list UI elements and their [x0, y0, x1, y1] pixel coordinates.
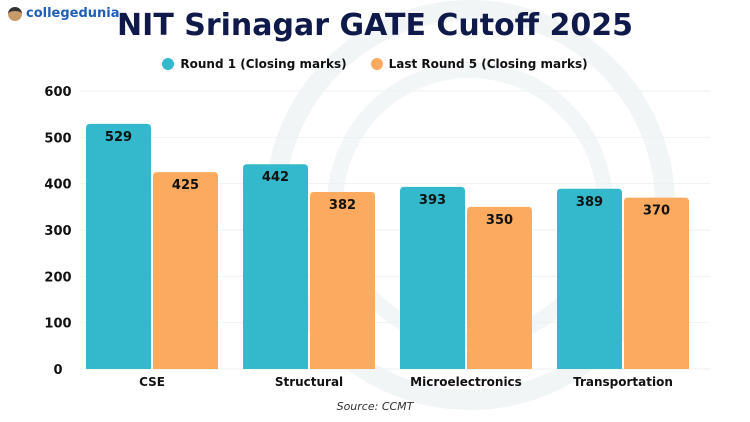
- legend-item-round1: Round 1 (Closing marks): [162, 57, 347, 71]
- legend-swatch: [370, 58, 383, 70]
- x-tick-label: CSE: [139, 375, 165, 389]
- bar: [243, 164, 308, 369]
- y-tick-label: 200: [44, 270, 71, 285]
- legend-label: Round 1 (Closing marks): [180, 57, 347, 71]
- bar: [467, 206, 532, 369]
- x-tick-label: Microelectronics: [410, 375, 522, 389]
- x-tick-label: Structural: [275, 375, 343, 389]
- source-note: Source: CCMT: [336, 400, 414, 413]
- bar: [153, 172, 218, 369]
- data-label: 389: [576, 195, 603, 210]
- data-label: 370: [643, 204, 670, 219]
- bar: [400, 186, 465, 369]
- y-tick-label: 300: [44, 224, 71, 239]
- mascot-icon: [8, 6, 22, 21]
- legend-label: Last Round 5 (Closing marks): [388, 57, 588, 71]
- data-label: 350: [486, 213, 513, 228]
- x-tick-label: Transportation: [573, 375, 673, 389]
- bar: [310, 192, 375, 369]
- data-label: 529: [105, 130, 132, 145]
- chart-title: NIT Srinagar GATE Cutoff 2025: [117, 8, 633, 43]
- legend-item-round5: Last Round 5 (Closing marks): [370, 57, 588, 71]
- logo: collegedunia: [8, 6, 120, 21]
- data-label: 425: [172, 178, 199, 193]
- y-tick-label: 600: [44, 85, 71, 100]
- bar: [624, 197, 689, 369]
- y-tick-label: 400: [44, 178, 71, 193]
- bar: [557, 188, 622, 369]
- y-tick-label: 100: [44, 317, 71, 332]
- data-label: 393: [419, 193, 446, 208]
- y-tick-label: 0: [53, 363, 62, 378]
- data-label: 442: [262, 170, 289, 185]
- y-tick-label: 500: [44, 131, 71, 146]
- brand-name: collegedunia: [26, 6, 120, 21]
- legend-swatch: [162, 58, 175, 70]
- data-label: 382: [329, 198, 356, 213]
- legend: Round 1 (Closing marks) Last Round 5 (Cl…: [0, 57, 750, 71]
- bar: [86, 123, 151, 369]
